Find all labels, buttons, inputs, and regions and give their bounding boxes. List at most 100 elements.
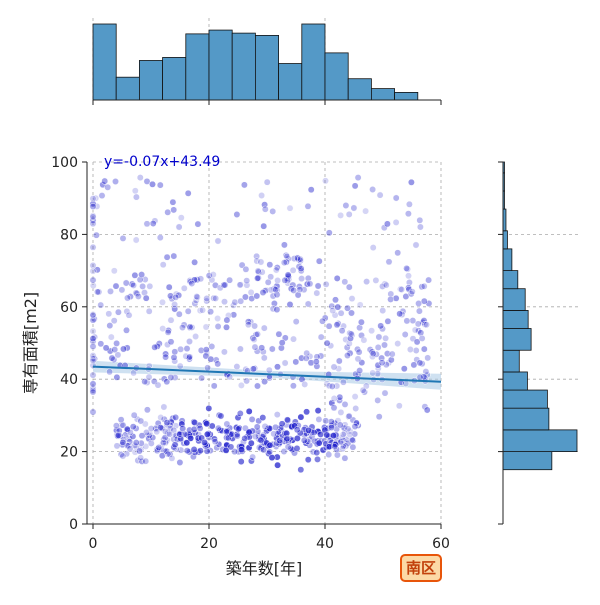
scatter-point xyxy=(337,309,345,317)
scatter-point xyxy=(284,416,292,424)
y-axis-title: 専有面積[m2] xyxy=(21,292,40,394)
y-hist-bar xyxy=(502,328,532,351)
y-hist-bar xyxy=(502,248,513,272)
scatter-point xyxy=(255,444,263,451)
scatter-point xyxy=(214,237,222,245)
scatter-point xyxy=(112,178,119,185)
scatter-point xyxy=(247,457,255,465)
scatter-point xyxy=(382,334,390,342)
scatter-point xyxy=(162,353,170,361)
scatter-point xyxy=(89,371,97,379)
scatter-point xyxy=(89,357,97,365)
scatter-point xyxy=(196,424,204,432)
scatter-point xyxy=(392,218,400,226)
scatter-point xyxy=(89,388,97,396)
scatter-point xyxy=(208,276,216,284)
scatter-point xyxy=(356,367,364,375)
scatter-point xyxy=(289,266,297,274)
scatter-point xyxy=(375,333,383,341)
scatter-point xyxy=(333,451,341,459)
scatter-point xyxy=(284,443,292,451)
scatter-point xyxy=(138,271,146,279)
scatter-point xyxy=(297,267,305,275)
scatter-point xyxy=(392,194,400,202)
scatter-point xyxy=(283,252,291,260)
scatter-point xyxy=(408,288,416,296)
scatter-point xyxy=(328,422,336,429)
scatter-point xyxy=(214,323,222,330)
scatter-point xyxy=(315,257,323,265)
scatter-point xyxy=(153,342,161,350)
scatter-point xyxy=(97,340,105,348)
scatter-point xyxy=(337,408,345,416)
scatter-point xyxy=(143,406,151,414)
scatter-point xyxy=(407,290,415,298)
scatter-point xyxy=(170,443,178,451)
scatter-point xyxy=(89,200,97,208)
scatter-point xyxy=(290,335,297,343)
scatter-point xyxy=(209,271,217,279)
scatter-point xyxy=(415,327,423,335)
scatter-point xyxy=(108,354,116,362)
scatter-point xyxy=(269,207,277,215)
scatter-points-layer xyxy=(89,174,433,474)
scatter-point xyxy=(141,378,149,386)
scatter-point xyxy=(102,344,110,352)
scatter-point xyxy=(339,445,347,453)
scatter-point xyxy=(379,307,387,315)
scatter-point xyxy=(188,280,196,287)
regression-line-layer xyxy=(92,365,442,383)
scatter-point xyxy=(372,276,380,284)
scatter-point xyxy=(337,438,345,446)
scatter-point xyxy=(352,405,360,412)
scatter-point xyxy=(191,419,199,426)
y-hist-bar xyxy=(502,389,548,409)
scatter-point xyxy=(302,354,310,362)
scatter-point xyxy=(132,439,140,447)
scatter-point xyxy=(223,428,230,436)
scatter-point xyxy=(325,443,333,451)
scatter-point xyxy=(338,327,346,335)
scatter-point xyxy=(303,349,311,357)
scatter-point xyxy=(149,220,157,227)
scatter-point xyxy=(418,283,426,291)
scatter-point xyxy=(145,373,153,381)
scatter-point xyxy=(354,355,362,363)
scatter-point xyxy=(369,369,377,377)
scatter-point xyxy=(330,432,337,440)
scatter-point xyxy=(331,443,339,451)
scatter-point xyxy=(368,327,376,335)
scatter-point xyxy=(104,183,112,191)
scatter-point xyxy=(301,380,309,388)
scatter-point xyxy=(266,261,274,269)
x-tick-label: 60 xyxy=(432,536,450,552)
scatter-point xyxy=(405,272,412,280)
scatter-point xyxy=(296,255,304,263)
scatter-point xyxy=(289,281,297,289)
x-axis-title: 築年数[年] xyxy=(226,559,303,578)
scatter-point xyxy=(236,281,244,289)
scatter-point xyxy=(183,439,191,447)
scatter-point xyxy=(379,282,386,290)
scatter-point xyxy=(407,178,415,186)
scatter-point xyxy=(164,341,171,349)
scatter-point xyxy=(164,328,172,336)
scatter-point xyxy=(412,241,420,249)
scatter-point xyxy=(280,448,288,455)
scatter-point xyxy=(349,443,357,451)
scatter-point xyxy=(356,324,364,332)
scatter-point xyxy=(237,297,245,305)
scatter-point xyxy=(330,363,338,371)
scatter-point xyxy=(382,281,390,289)
scatter-point xyxy=(113,373,121,381)
y-hist-bar xyxy=(502,451,553,471)
y-hist-bar xyxy=(502,429,578,453)
scatter-point xyxy=(416,359,424,367)
scatter-point xyxy=(186,338,193,345)
scatter-point xyxy=(327,418,335,426)
scatter-point xyxy=(348,309,355,317)
scatter-point xyxy=(298,275,306,283)
scatter-point xyxy=(292,318,300,326)
